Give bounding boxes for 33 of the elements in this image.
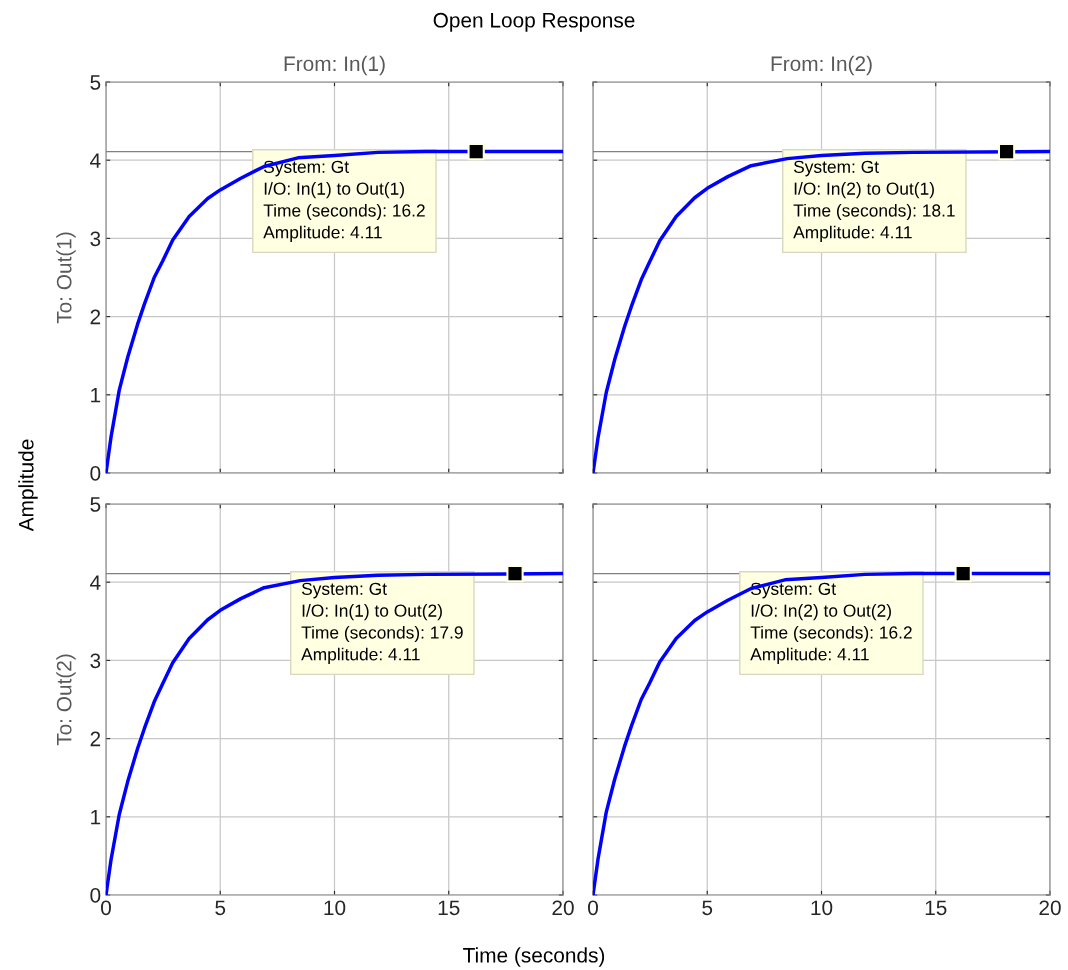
y-tick-label: 4 — [90, 575, 101, 590]
y-tick-label: 2 — [90, 309, 101, 325]
x-tick-label: 5 — [215, 900, 226, 916]
y-tick-label: 3 — [90, 231, 101, 247]
chart-title: From: In(1) — [284, 55, 385, 76]
text: Time (seconds) — [463, 947, 605, 967]
x-tick-label: 15 — [438, 900, 460, 916]
y-tick-label: 0 — [90, 888, 101, 903]
y-tick-label: 5 — [90, 497, 101, 512]
x-tick-label: 20 — [552, 900, 574, 916]
x-tick-label: 15 — [925, 900, 947, 916]
x-tick-label: 20 — [1039, 900, 1061, 916]
y-tick-label: 4 — [90, 153, 101, 168]
x-tick-label: 0 — [101, 900, 111, 916]
x-tick-label: 10 — [324, 900, 346, 916]
x-tick-label: 10 — [811, 900, 833, 916]
annotation: System: Gt I/O: In(1) to Out(1) Time (seconds): 16.2 Amplitude: 4.11 — [263, 160, 425, 242]
y-tick-label: 3 — [90, 653, 101, 669]
annotation: System: Gt I/O: In(1) to Out(2) Time (seconds): 17.9 Amplitude: 4.11 — [301, 582, 463, 664]
y-tick-label: 2 — [90, 731, 101, 747]
chart-title: From: In(2) — [771, 55, 872, 76]
y-axis-title: To: Out(2) — [56, 654, 76, 746]
y-tick-label: 5 — [90, 75, 101, 90]
y-axis-title: To: Out(1) — [56, 232, 76, 324]
text: Amplitude — [18, 439, 38, 532]
x-tick-label: 0 — [588, 900, 598, 916]
text: Open Loop Response — [433, 12, 635, 32]
x-tick-label: 5 — [702, 900, 713, 916]
y-tick-label: 0 — [90, 466, 101, 481]
annotation: System: Gt I/O: In(2) to Out(2) Time (seconds): 16.2 Amplitude: 4.11 — [750, 582, 912, 664]
y-tick-label: 1 — [91, 810, 101, 825]
y-tick-label: 1 — [91, 388, 101, 403]
annotation: System: Gt I/O: In(2) to Out(1) Time (seconds): 18.1 Amplitude: 4.11 — [793, 160, 955, 242]
